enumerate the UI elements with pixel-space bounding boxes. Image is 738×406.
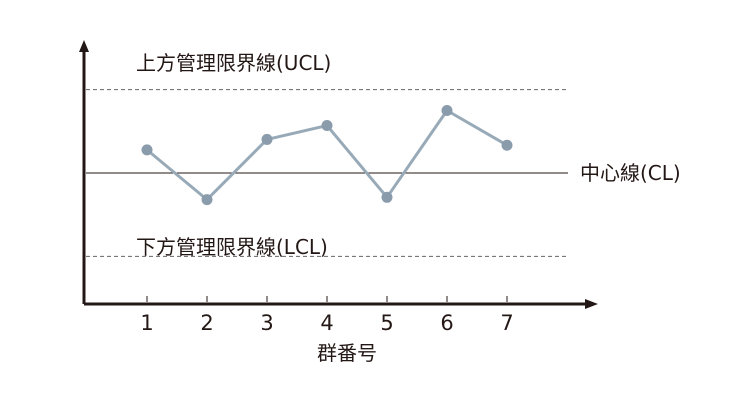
x-tick-label: 5 [380,311,393,335]
lcl-label: 下方管理限界線(LCL) [136,235,328,259]
x-tick-label: 7 [500,311,513,335]
ucl-label: 上方管理限界線(UCL) [136,51,331,75]
data-point [141,144,153,156]
x-tick-label: 4 [320,311,333,335]
x-tick-label: 2 [200,311,213,335]
x-tick-label: 1 [140,311,153,335]
data-point [501,139,513,151]
x-axis-arrow [585,299,598,309]
data-point [201,194,213,206]
x-axis-label: 群番号 [317,341,377,365]
y-axis-arrow [79,40,89,52]
x-ticks: 1 2 3 4 5 6 7 [140,296,514,335]
center-line-label: 中心線(CL) [580,161,681,185]
data-point [441,105,453,116]
data-point [381,191,393,203]
x-tick-label: 6 [440,311,453,335]
data-point [321,120,333,132]
series-layer [141,105,513,206]
x-tick-label: 3 [260,311,273,335]
data-point [261,133,273,145]
